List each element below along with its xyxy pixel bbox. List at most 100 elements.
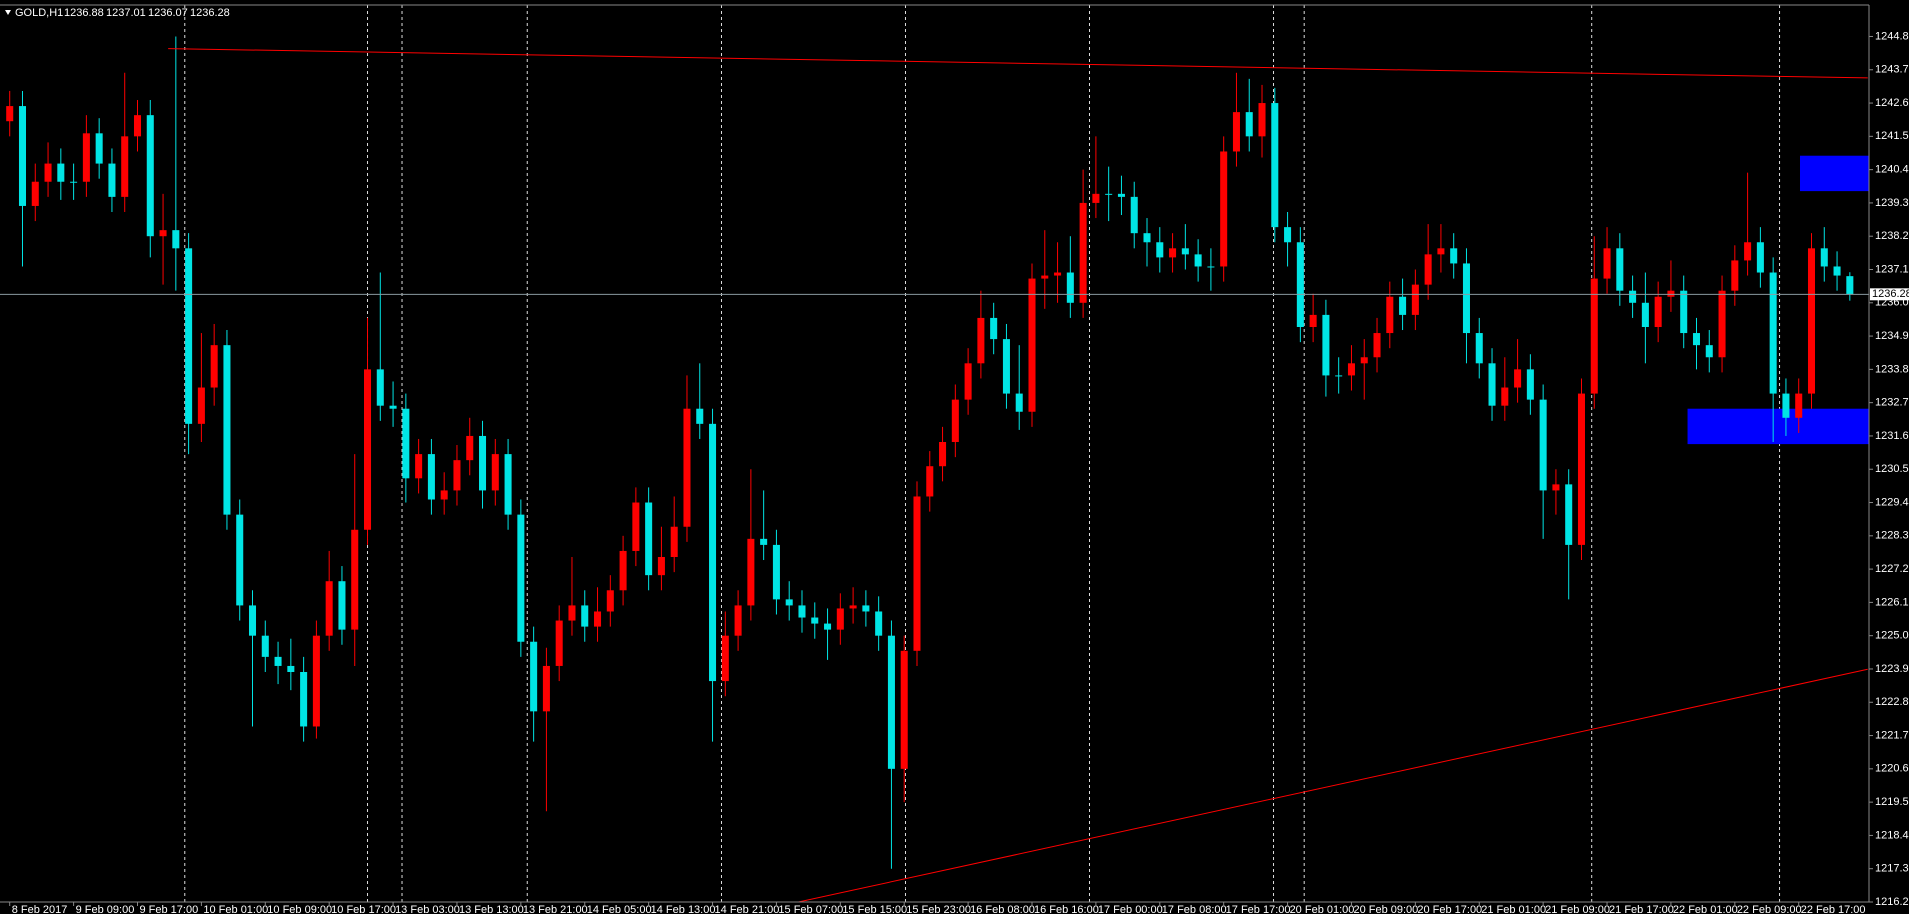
candle-body bbox=[1028, 278, 1036, 412]
candle-body bbox=[108, 163, 116, 197]
y-tick-label: 1240.40 bbox=[1875, 164, 1909, 176]
candle-body bbox=[121, 136, 129, 197]
candle-body bbox=[415, 454, 423, 479]
candle-body bbox=[1245, 112, 1253, 137]
candle-body bbox=[312, 635, 320, 727]
candle-body bbox=[1680, 290, 1688, 334]
y-tick-label: 1222.80 bbox=[1875, 696, 1909, 708]
x-tick-label: 14 Feb 05:00 bbox=[587, 904, 652, 914]
candle-body bbox=[351, 529, 359, 630]
candle-body bbox=[696, 408, 704, 424]
candle-body bbox=[1015, 393, 1023, 412]
y-tick-label: 1221.70 bbox=[1875, 729, 1909, 741]
candle-body bbox=[1629, 290, 1637, 303]
y-tick-label: 1217.30 bbox=[1875, 863, 1909, 875]
x-tick-label: 10 Feb 09:00 bbox=[267, 904, 332, 914]
candle-body bbox=[133, 115, 142, 137]
x-tick-label: 10 Feb 01:00 bbox=[203, 904, 268, 914]
x-tick-label: 8 Feb 2017 bbox=[12, 904, 68, 914]
y-tick-label: 1242.60 bbox=[1875, 97, 1909, 109]
candle-body bbox=[1488, 363, 1496, 406]
candle-body bbox=[44, 163, 52, 182]
candle-body bbox=[824, 623, 832, 630]
y-tick-label: 1230.50 bbox=[1875, 463, 1909, 475]
price-label: 1236.28 bbox=[1872, 288, 1909, 300]
candle-body bbox=[1041, 275, 1049, 279]
candle-body bbox=[274, 656, 282, 666]
candle-body bbox=[772, 544, 780, 600]
candle-body bbox=[1782, 393, 1790, 418]
candle-body bbox=[1756, 242, 1764, 273]
candle-body bbox=[1386, 296, 1394, 334]
candle-body bbox=[1296, 242, 1304, 327]
x-tick-label: 21 Feb 09:00 bbox=[1545, 904, 1610, 914]
y-tick-label: 1216.20 bbox=[1875, 896, 1909, 908]
candle-body bbox=[836, 608, 844, 630]
candle-body bbox=[1156, 242, 1164, 258]
candle-body bbox=[236, 514, 244, 606]
plot-area bbox=[0, 36, 1869, 902]
candle-body bbox=[31, 181, 39, 206]
candle-body bbox=[504, 454, 512, 515]
candle-body bbox=[1347, 363, 1355, 376]
candle-body bbox=[1117, 193, 1125, 197]
candle-body bbox=[657, 557, 665, 576]
zone bbox=[1687, 408, 1869, 445]
candle-body bbox=[1526, 369, 1534, 400]
candle-body bbox=[1795, 393, 1803, 418]
candle-body bbox=[146, 115, 154, 237]
candle-body bbox=[210, 345, 218, 388]
candle-body bbox=[670, 526, 678, 557]
candle-body bbox=[159, 230, 167, 237]
x-tick-label: 22 Feb 17:00 bbox=[1801, 904, 1866, 914]
x-tick-label: 15 Feb 07:00 bbox=[778, 904, 843, 914]
candle-body bbox=[1539, 399, 1547, 491]
candle-body bbox=[1807, 248, 1816, 394]
candle-body bbox=[300, 672, 308, 727]
candle-body bbox=[811, 617, 819, 624]
candle-body bbox=[287, 665, 295, 672]
candle-body bbox=[1654, 296, 1662, 327]
y-tick-label: 1226.10 bbox=[1875, 596, 1909, 608]
candle-body bbox=[849, 605, 857, 609]
candle-body bbox=[223, 345, 231, 515]
candle-body bbox=[964, 363, 972, 400]
candle-body bbox=[172, 230, 180, 249]
x-tick-label: 17 Feb 08:00 bbox=[1162, 904, 1227, 914]
x-tick-label: 14 Feb 13:00 bbox=[651, 904, 716, 914]
candle-body bbox=[1079, 202, 1087, 303]
candle-body bbox=[1820, 248, 1828, 267]
candle-body bbox=[1309, 314, 1317, 327]
candle-body bbox=[1475, 333, 1483, 364]
candle-body bbox=[568, 605, 576, 621]
candle-body bbox=[1846, 276, 1854, 295]
candle-body bbox=[517, 514, 525, 642]
candle-body bbox=[1705, 345, 1713, 358]
x-tick-label: 15 Feb 15:00 bbox=[842, 904, 907, 914]
candle-body bbox=[440, 490, 448, 500]
candle-body bbox=[363, 369, 372, 530]
candle-body bbox=[1833, 266, 1841, 276]
y-tick-label: 1220.60 bbox=[1875, 763, 1909, 775]
x-tick-label: 21 Feb 17:00 bbox=[1609, 904, 1674, 914]
x-tick-label: 17 Feb 17:00 bbox=[1226, 904, 1291, 914]
candle-body bbox=[1424, 254, 1432, 285]
chart-title: GOLD,H1 bbox=[15, 7, 63, 19]
trendline bbox=[168, 48, 1868, 79]
candle-body bbox=[1105, 193, 1113, 195]
trendline bbox=[796, 668, 1868, 902]
candle-body bbox=[1692, 333, 1701, 346]
header-high: 1237.01 bbox=[106, 7, 146, 19]
candle-body bbox=[1130, 196, 1138, 234]
candle-body bbox=[1322, 314, 1330, 376]
candle-body bbox=[1232, 112, 1240, 152]
zone bbox=[1799, 155, 1869, 192]
candle-body bbox=[632, 502, 640, 551]
menu-triangle[interactable] bbox=[5, 10, 11, 15]
y-tick-label: 1225.00 bbox=[1875, 630, 1909, 642]
candle-body bbox=[402, 408, 410, 479]
candle-body bbox=[913, 496, 921, 651]
candle-body bbox=[1360, 357, 1368, 364]
candle-body bbox=[1437, 248, 1445, 255]
candle-body bbox=[926, 466, 934, 497]
